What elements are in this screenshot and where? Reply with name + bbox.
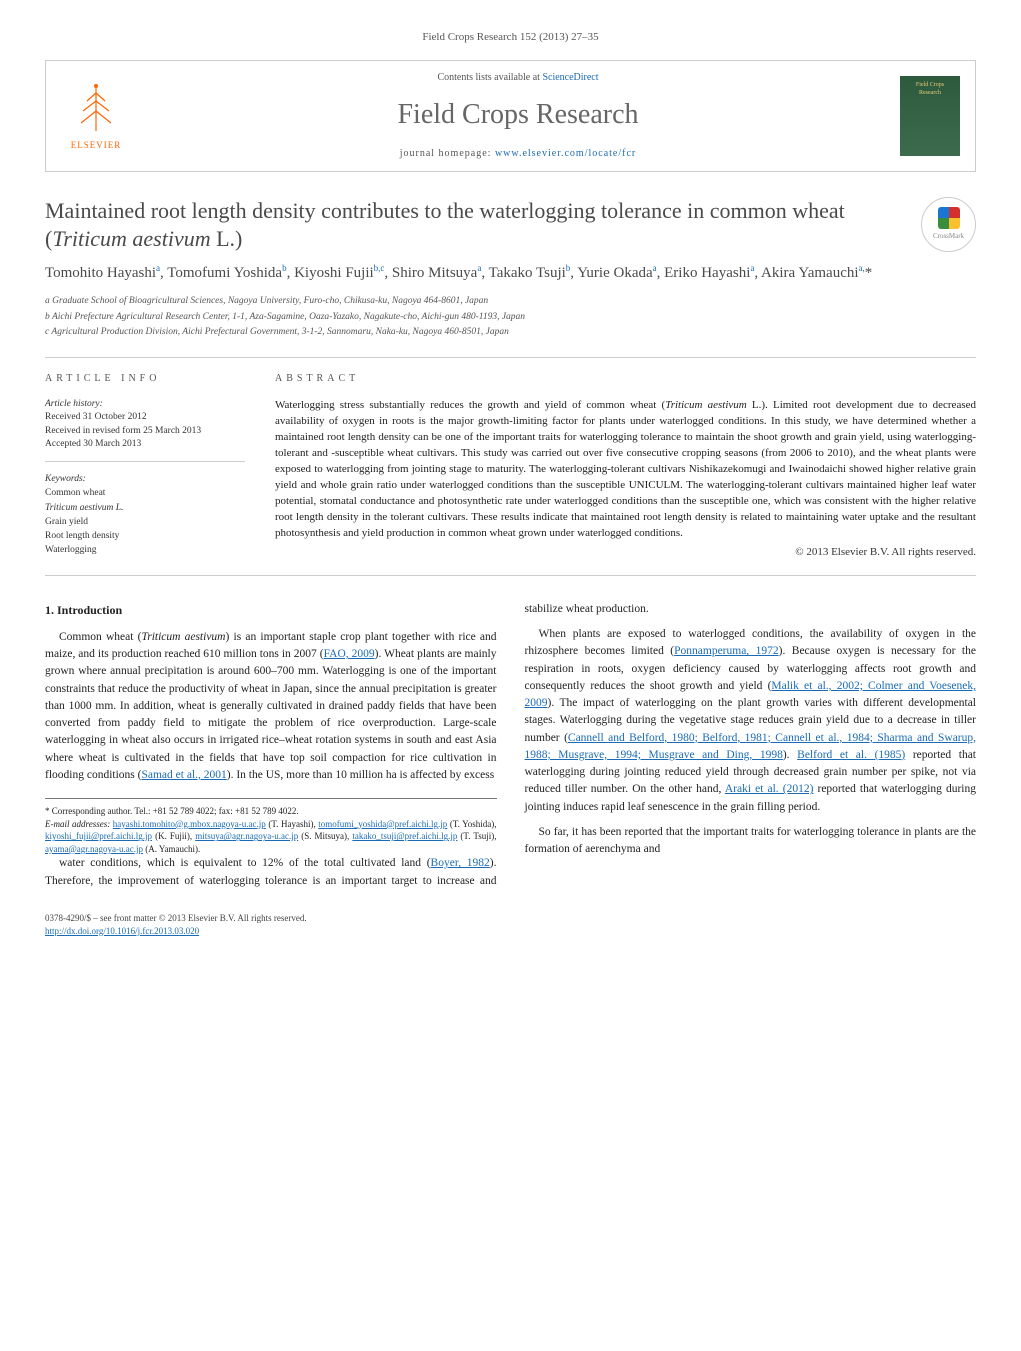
homepage-link[interactable]: www.elsevier.com/locate/fcr xyxy=(495,148,636,159)
affiliation-a: a Graduate School of Bioagricultural Sci… xyxy=(45,294,976,308)
keyword-item: Common wheat xyxy=(45,486,245,500)
corresponding-footnote: * Corresponding author. Tel.: +81 52 789… xyxy=(45,798,497,855)
info-abstract-section: article info Article history: Received 3… xyxy=(45,357,976,576)
author-list: Tomohito Hayashia, Tomofumi Yoshidab, Ki… xyxy=(45,262,976,285)
history-received: Received 31 October 2012 xyxy=(45,411,245,424)
abstract-text: Waterlogging stress substantially reduce… xyxy=(275,398,976,541)
publisher-logo: ELSEVIER xyxy=(61,76,131,156)
crossmark-icon xyxy=(938,207,960,229)
publisher-label: ELSEVIER xyxy=(71,139,122,152)
history-heading: Article history: xyxy=(45,398,245,411)
article-history: Article history: Received 31 October 201… xyxy=(45,398,245,462)
body-paragraph: So far, it has been reported that the im… xyxy=(525,824,977,859)
crossmark-label: CrossMark xyxy=(933,232,964,242)
crossmark-badge[interactable]: CrossMark xyxy=(921,197,976,252)
keyword-item: Waterlogging xyxy=(45,543,245,557)
homepage-line: journal homepage: www.elsevier.com/locat… xyxy=(151,147,885,161)
history-revised: Received in revised form 25 March 2013 xyxy=(45,425,245,438)
affiliations: a Graduate School of Bioagricultural Sci… xyxy=(45,294,976,339)
article-info-label: article info xyxy=(45,372,245,386)
body-paragraph: When plants are exposed to waterlogged c… xyxy=(525,626,977,816)
body-text: 1. Introduction Common wheat (Triticum a… xyxy=(45,601,976,890)
emails-label: E-mail addresses: xyxy=(45,819,110,829)
front-matter-line: 0378-4290/$ – see front matter © 2013 El… xyxy=(45,912,307,925)
title-row: Maintained root length density contribut… xyxy=(45,197,976,254)
sciencedirect-link[interactable]: ScienceDirect xyxy=(542,72,598,83)
emails-line: E-mail addresses: hayashi.tomohito@g.mbo… xyxy=(45,818,497,856)
journal-cover-thumbnail: Field Crops Research xyxy=(900,76,960,156)
keywords-block: Keywords: Common wheat Triticum aestivum… xyxy=(45,472,245,558)
doi-link[interactable]: http://dx.doi.org/10.1016/j.fcr.2013.03.… xyxy=(45,926,199,936)
abstract-column: abstract Waterlogging stress substantial… xyxy=(275,372,976,561)
abstract-copyright: © 2013 Elsevier B.V. All rights reserved… xyxy=(275,545,976,560)
cover-text: Field Crops Research xyxy=(916,82,944,96)
journal-name: Field Crops Research xyxy=(151,95,885,134)
elsevier-tree-icon xyxy=(71,81,121,136)
page-footer: 0378-4290/$ – see front matter © 2013 El… xyxy=(45,912,976,937)
corresponding-author-line: * Corresponding author. Tel.: +81 52 789… xyxy=(45,805,497,818)
footer-left: 0378-4290/$ – see front matter © 2013 El… xyxy=(45,912,307,937)
journal-header: ELSEVIER Contents lists available at Sci… xyxy=(45,60,976,171)
affiliation-c: c Agricultural Production Division, Aich… xyxy=(45,325,976,339)
contents-prefix: Contents lists available at xyxy=(437,72,542,83)
article-info-column: article info Article history: Received 3… xyxy=(45,372,245,561)
keywords-heading: Keywords: xyxy=(45,472,245,486)
keyword-item: Root length density xyxy=(45,529,245,543)
intro-heading: 1. Introduction xyxy=(45,601,497,619)
keyword-item: Triticum aestivum L. xyxy=(45,501,245,515)
history-accepted: Accepted 30 March 2013 xyxy=(45,438,245,451)
body-paragraph: Common wheat (Triticum aestivum) is an i… xyxy=(45,629,497,784)
article-title: Maintained root length density contribut… xyxy=(45,197,901,254)
journal-reference: Field Crops Research 152 (2013) 27–35 xyxy=(45,30,976,45)
emails-list: hayashi.tomohito@g.mbox.nagoya-u.ac.jp (… xyxy=(45,819,497,854)
homepage-prefix: journal homepage: xyxy=(400,148,495,159)
header-center: Contents lists available at ScienceDirec… xyxy=(151,71,885,160)
affiliation-b: b Aichi Prefecture Agricultural Research… xyxy=(45,310,976,324)
contents-available-line: Contents lists available at ScienceDirec… xyxy=(151,71,885,85)
keyword-item: Grain yield xyxy=(45,515,245,529)
abstract-label: abstract xyxy=(275,372,976,386)
